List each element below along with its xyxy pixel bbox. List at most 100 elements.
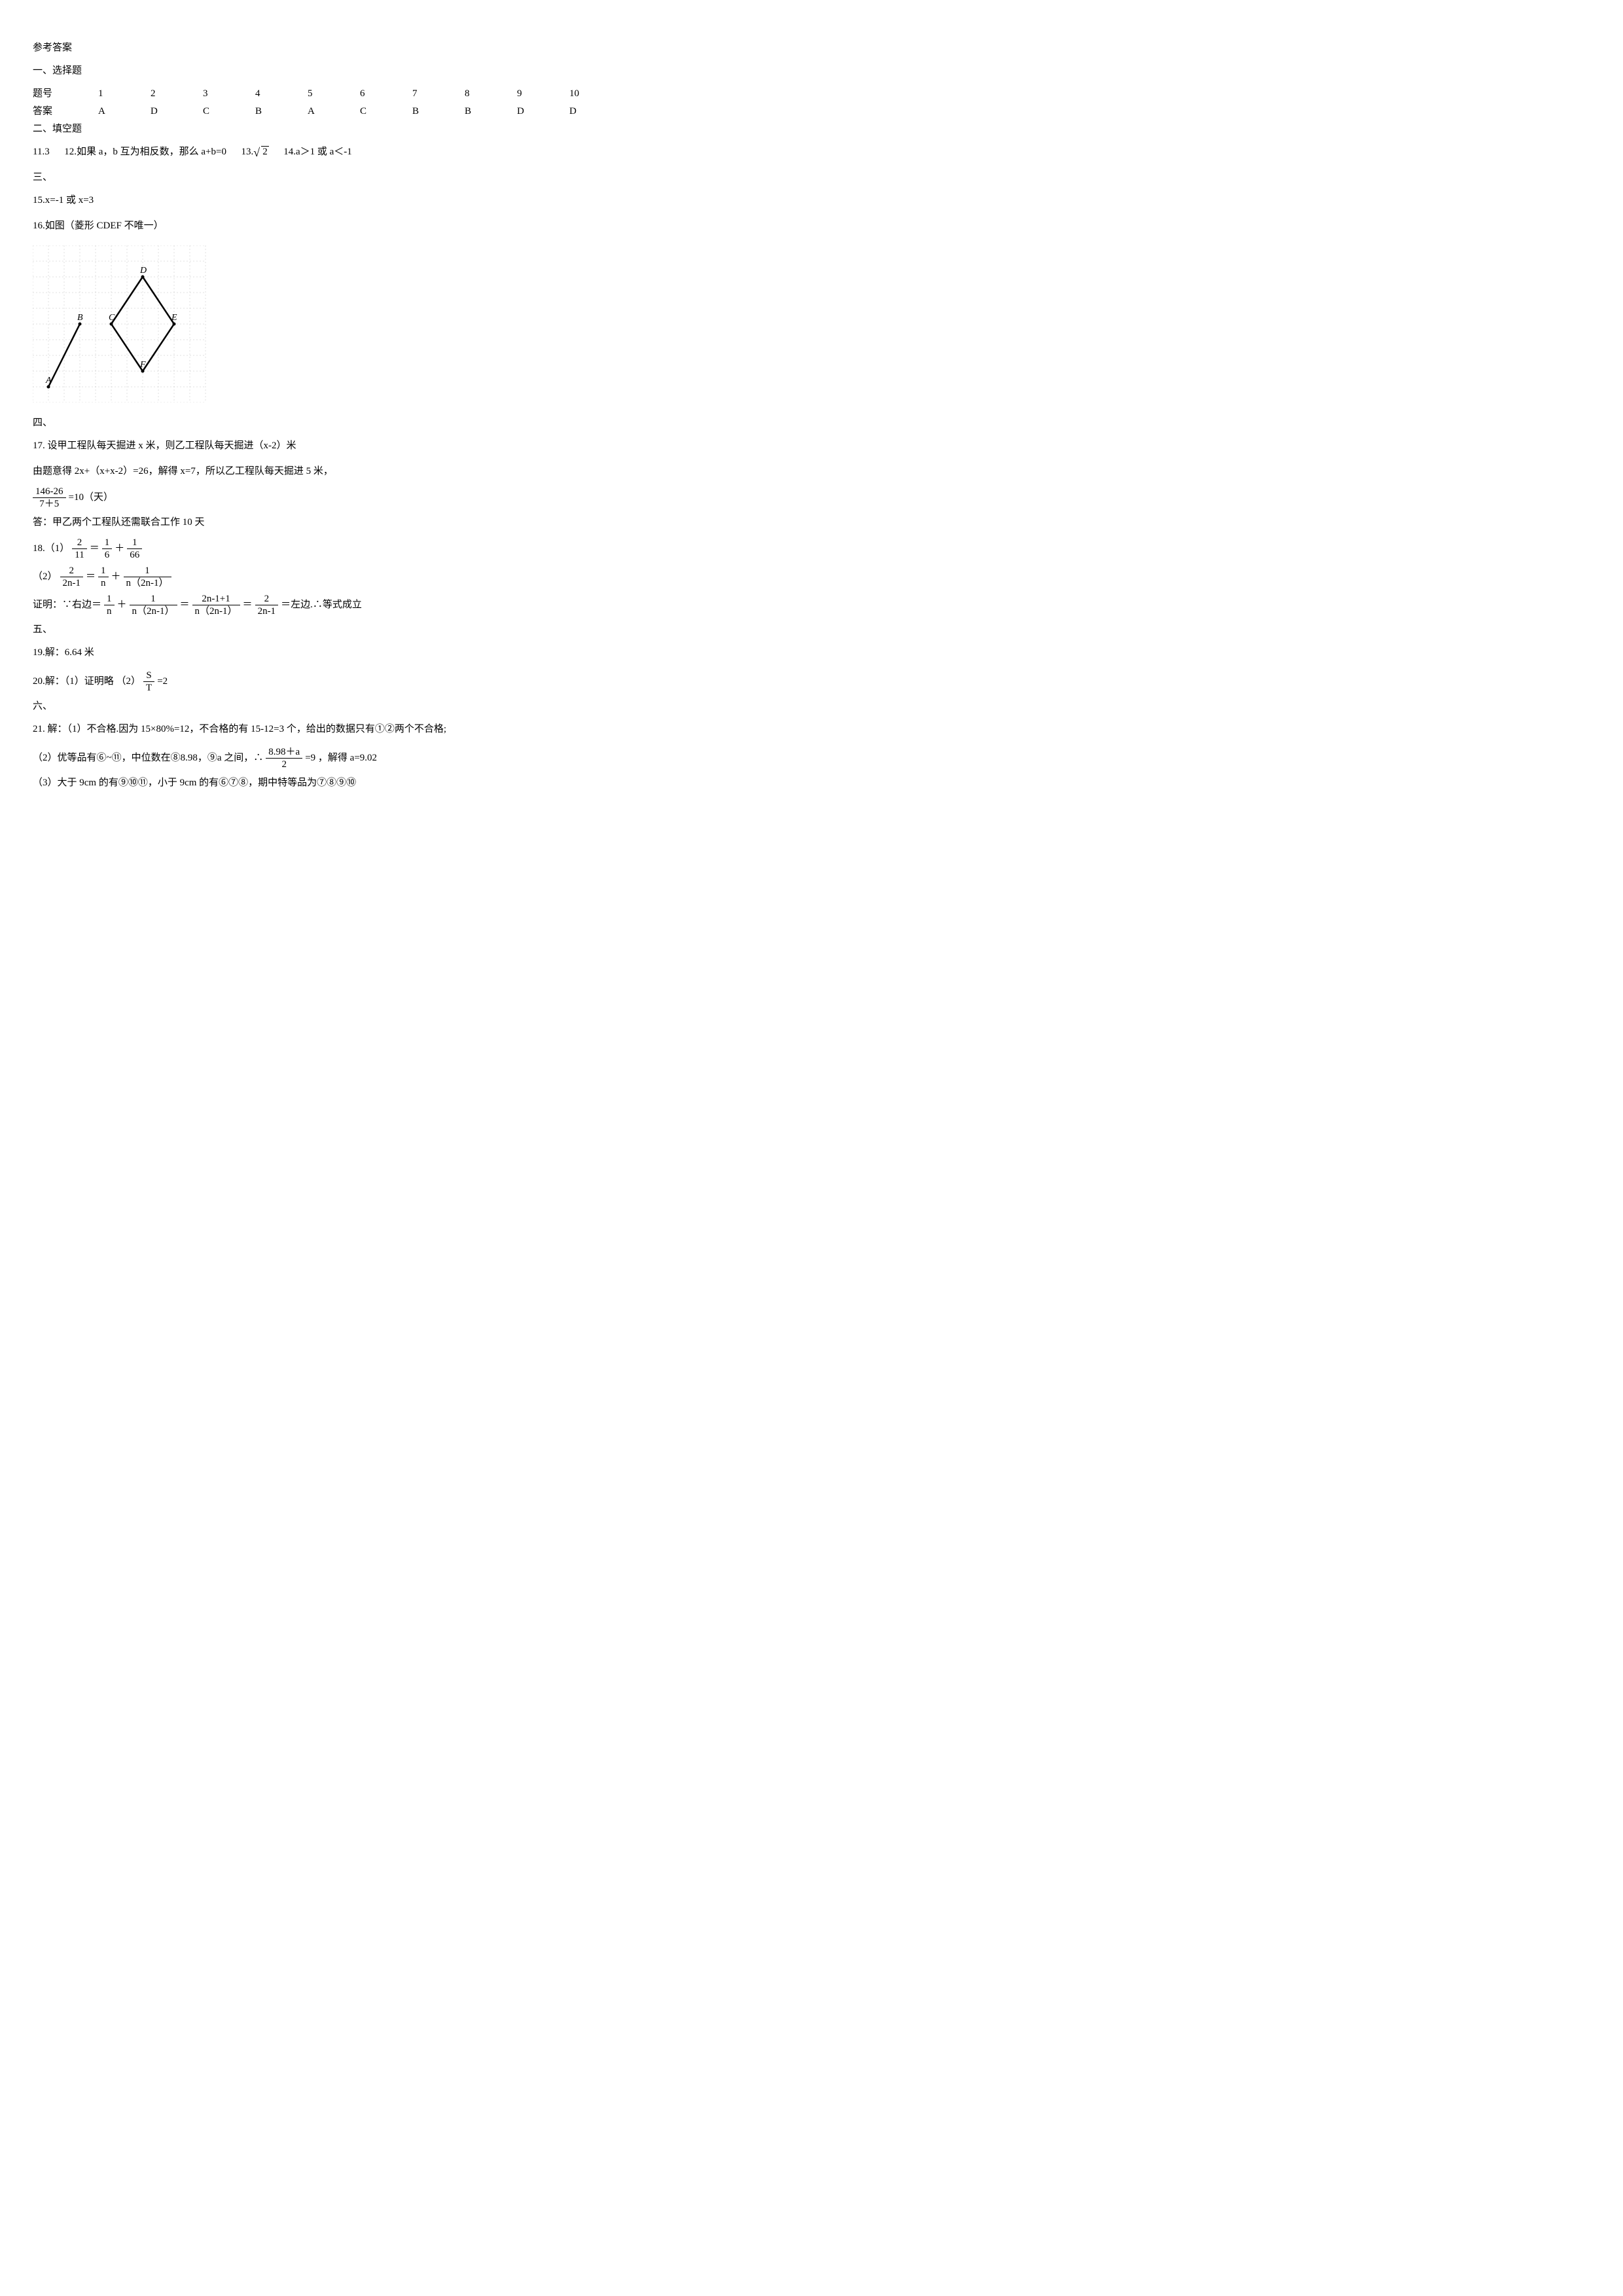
sqrt-val: 2: [261, 146, 269, 157]
n: 1: [130, 593, 177, 605]
q18-proof: 证明：∵右边＝ 1n ＋ 1n（2n-1） ＝ 2n-1+1n（2n-1） ＝ …: [33, 593, 1590, 617]
col-num: 9: [517, 85, 543, 103]
col-num: 1: [98, 85, 124, 103]
col-num: 3: [203, 85, 229, 103]
n: 8.98＋a: [266, 746, 302, 759]
q17-line1: 17. 设甲工程队每天掘进 x 米，则乙工程队每天掘进（x-2）米: [33, 437, 1590, 455]
q11: 11.3: [33, 147, 50, 157]
q17-answer: 答：甲乙两个工程队还需联合工作 10 天: [33, 514, 1590, 531]
svg-text:B: B: [77, 313, 83, 323]
col-num: 4: [255, 85, 281, 103]
section4-heading: 四、: [33, 414, 1590, 432]
q19: 19.解：6.64 米: [33, 644, 1590, 662]
svg-text:F: F: [139, 360, 146, 370]
d: n（2n-1）: [130, 605, 177, 617]
n: 1: [104, 593, 115, 605]
sqrt-icon: 2: [253, 143, 269, 161]
q18-part2: （2） 22n-1 ＝ 1n ＋ 1n（2n-1）: [33, 565, 1590, 589]
q18-part1: 18.（1） 211 ＝ 16 ＋ 166: [33, 537, 1590, 561]
page-title: 参考答案: [33, 39, 1590, 57]
q14: 14.a＞1 或 a＜-1: [283, 147, 352, 157]
answer: C: [203, 103, 229, 120]
mc-answer-row: 答案 A D C B A C B B D D: [33, 103, 1590, 120]
d: 66: [127, 549, 142, 561]
equals-icon: ＝: [180, 596, 190, 614]
answer: D: [569, 103, 596, 120]
q20: 20.解：（1）证明略 （2） ST =2: [33, 670, 1590, 694]
mc-header-row: 题号 1 2 3 4 5 6 7 8 9 10: [33, 85, 1590, 103]
section1-heading: 一、选择题: [33, 62, 1590, 80]
d: 6: [102, 549, 113, 561]
svg-text:C: C: [109, 313, 115, 323]
n: S: [143, 670, 154, 682]
plus-icon: ＋: [115, 540, 124, 558]
q16: 16.如图（菱形 CDEF 不唯一）: [33, 217, 1590, 235]
row-label: 答案: [33, 103, 72, 120]
n: 1: [124, 565, 171, 577]
d: 2: [266, 759, 302, 770]
frac-result: =10（天）: [69, 489, 113, 507]
answer: A: [98, 103, 124, 120]
rhombus-diagram: A B C D E F: [33, 245, 216, 403]
equals-icon: ＝: [90, 540, 99, 558]
d: 2n-1: [60, 577, 84, 589]
answer: B: [412, 103, 438, 120]
n: 2n-1+1: [192, 593, 240, 605]
col-num: 10: [569, 85, 596, 103]
q12: 12.如果 a，b 互为相反数，那么 a+b=0: [64, 147, 226, 157]
svg-text:E: E: [171, 313, 177, 323]
answer: B: [255, 103, 281, 120]
answer: D: [151, 103, 177, 120]
answer: C: [360, 103, 386, 120]
prefix: 18.（1）: [33, 540, 69, 558]
prefix: （2）: [33, 568, 58, 586]
row-label: 题号: [33, 85, 72, 103]
proof-suffix: ＝左边.∴等式成立: [281, 596, 362, 614]
d: n（2n-1）: [192, 605, 240, 617]
svg-text:A: A: [45, 376, 52, 386]
q20-prefix: 20.解：（1）证明略 （2）: [33, 673, 141, 691]
n: 2: [255, 593, 279, 605]
d: T: [143, 682, 154, 694]
q13-prefix: 13.: [241, 147, 253, 157]
n: 1: [98, 565, 109, 577]
col-num: 6: [360, 85, 386, 103]
q17-line2: 由题意得 2x+（x+x-2）=26，解得 x=7，所以乙工程队每天掘进 5 米…: [33, 463, 1590, 480]
equals-icon: ＝: [243, 596, 253, 614]
d: n: [104, 605, 115, 617]
suffix: =9 ，解得 a=9.02: [305, 749, 377, 767]
col-num: 5: [308, 85, 334, 103]
q15: 15.x=-1 或 x=3: [33, 192, 1590, 209]
section6-heading: 六、: [33, 698, 1590, 715]
n: 2: [60, 565, 84, 577]
section2-heading: 二、填空题: [33, 120, 1590, 138]
n: 2: [72, 537, 86, 549]
n: 1: [102, 537, 113, 549]
fill-blank-row: 11.3 12.如果 a，b 互为相反数，那么 a+b=0 13. 2 14.a＞…: [33, 143, 1590, 161]
plus-icon: ＋: [111, 568, 121, 586]
q21-part2: （2）优等品有⑥~⑪，中位数在⑧8.98，⑨a 之间，∴ 8.98＋a2 =9 …: [33, 746, 1590, 770]
d: 2n-1: [255, 605, 279, 617]
proof-prefix: 证明：∵右边＝: [33, 596, 101, 614]
n: 1: [127, 537, 142, 549]
section5-heading: 五、: [33, 621, 1590, 639]
d: n（2n-1）: [124, 577, 171, 589]
q21-part1: 21. 解：（1）不合格.因为 15×80%=12，不合格的有 15-12=3 …: [33, 721, 1590, 738]
prefix: （2）优等品有⑥~⑪，中位数在⑧8.98，⑨a 之间，∴: [33, 749, 263, 767]
d: 11: [72, 549, 86, 561]
frac-num: 146-26: [33, 486, 66, 498]
q20-suffix: =2: [157, 673, 168, 691]
col-num: 7: [412, 85, 438, 103]
q17-fraction: 146-267＋5 =10（天）: [33, 486, 1590, 510]
answer: B: [465, 103, 491, 120]
equals-icon: ＝: [86, 568, 96, 586]
col-num: 8: [465, 85, 491, 103]
section3-heading: 三、: [33, 169, 1590, 187]
col-num: 2: [151, 85, 177, 103]
q21-part3: （3）大于 9cm 的有⑨⑩⑪，小于 9cm 的有⑥⑦⑧，期中特等品为⑦⑧⑨⑩: [33, 774, 1590, 792]
svg-text:D: D: [139, 266, 147, 276]
d: n: [98, 577, 109, 589]
answer: A: [308, 103, 334, 120]
frac-den: 7＋5: [33, 498, 66, 510]
plus-icon: ＋: [117, 596, 127, 614]
